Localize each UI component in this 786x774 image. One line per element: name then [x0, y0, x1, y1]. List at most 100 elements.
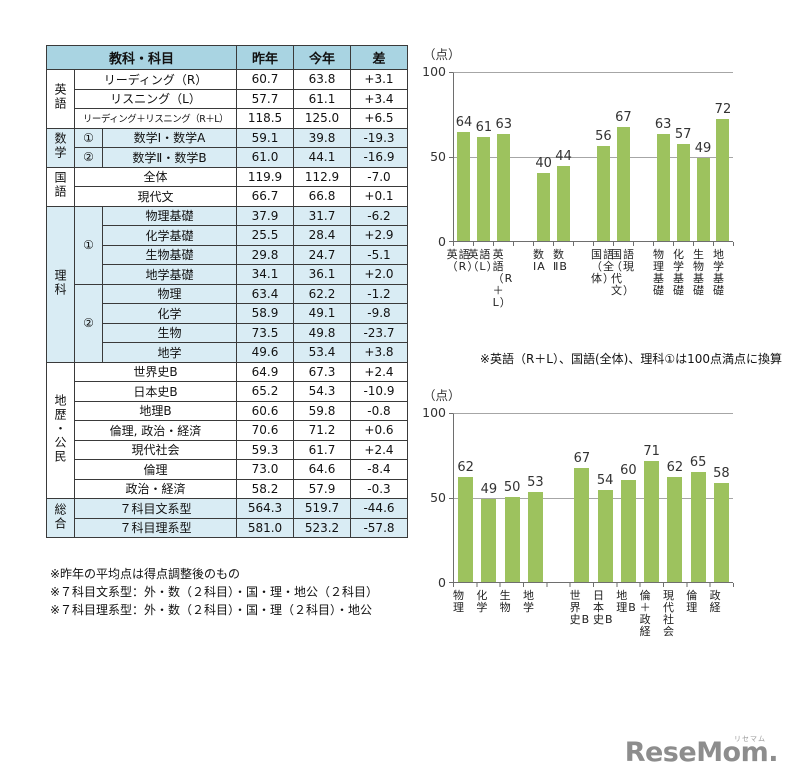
diff-cell: -10.9 — [350, 381, 408, 402]
subject-cell: リスニング（L） — [74, 88, 237, 109]
subject-cell: 倫理 — [74, 459, 237, 480]
x-axis-tick-marks — [453, 583, 734, 587]
bar — [713, 483, 729, 582]
last-year-cell: 49.6 — [236, 342, 294, 363]
subject-cell: ７科目理系型 — [74, 517, 237, 538]
bar-slot: 63 — [494, 73, 514, 241]
x-axis-label: 世界史B — [569, 589, 591, 626]
table-row: 地理B 60.6 59.8 -0.8 — [47, 400, 408, 421]
bar-value-label: 62 — [666, 459, 684, 475]
bar — [574, 468, 590, 582]
last-year-cell: 59.1 — [236, 127, 294, 148]
bar — [596, 145, 610, 241]
y-axis: 100 50 0 — [418, 406, 453, 589]
table-row: 現代社会 59.3 61.7 +2.4 — [47, 439, 408, 460]
subject-cell: 数学Ⅱ・数学B — [102, 147, 237, 168]
last-year-cell: 37.9 — [236, 205, 294, 226]
bar-slot: 63 — [653, 73, 673, 241]
last-year-cell: 60.6 — [236, 400, 294, 421]
table-footnotes: ※昨年の平均点は得点調整後のもの ※７科目文系型：外・数（２科目）・国・理・地公… — [50, 565, 378, 619]
subject-cell: 日本史B — [74, 381, 237, 402]
subject-category-cell: 数学 — [46, 127, 75, 168]
table-row: 理科 ① 物理基礎 37.9 31.7 -6.2 — [46, 205, 408, 363]
this-year-cell: 61.1 — [293, 88, 351, 109]
bar-slot: 50 — [501, 414, 524, 582]
this-year-cell: 57.9 — [293, 478, 351, 499]
bar — [644, 461, 660, 582]
bar-chart-main-subjects: （点） 100 50 0 64 61 63 40 44 56 67 63 57 49 72 英語（R… — [418, 44, 782, 367]
y-tick-label: 0 — [438, 234, 446, 249]
x-axis-label — [573, 249, 593, 341]
bar — [716, 118, 730, 241]
table-footnote-line: ※昨年の平均点は得点調整後のもの — [50, 567, 241, 581]
logo-ruby-text: リセマム — [734, 735, 766, 743]
table-row: 英語 リーディング（R） 60.7 63.8 +3.1 — [46, 69, 408, 129]
table-row: ② 数学Ⅱ・数学B 61.0 44.1 -16.9 — [47, 147, 408, 168]
bar — [497, 133, 511, 241]
bar-slot — [547, 414, 570, 582]
y-tick-label: 100 — [422, 64, 446, 79]
subject-cell: 現代社会 — [74, 439, 237, 460]
bar-slot: 53 — [524, 414, 547, 582]
bar-slot: 62 — [663, 414, 686, 582]
table-row: 生物 73.5 49.8 -23.7 — [47, 322, 408, 343]
x-axis-label: 英語（R＋L） — [492, 248, 514, 309]
bar-slot: 61 — [474, 73, 494, 241]
last-year-cell: 119.9 — [236, 166, 294, 187]
subject-cell: 世界史B — [74, 361, 237, 382]
group-number-cell: ② — [74, 147, 103, 168]
header-subject: 教科・科目 — [46, 45, 237, 70]
x-axis-label: 国語（現代文） — [611, 248, 635, 297]
bar-slot: 54 — [594, 414, 617, 582]
x-axis-tick-marks — [453, 242, 734, 246]
diff-cell: +2.9 — [350, 225, 408, 246]
bar-value-label: 60 — [620, 463, 637, 478]
table-footnote-line: ※７科目理系型：外・数（２科目）・国・理（２科目）・地公 — [50, 603, 373, 617]
x-axis-label: 生物基礎 — [693, 248, 705, 297]
x-axis-label: 数ⅠA — [533, 248, 546, 273]
bar — [597, 490, 613, 582]
subject-cell: 地学基礎 — [102, 264, 237, 285]
bar — [620, 480, 636, 582]
y-axis-unit-label: （点） — [423, 388, 461, 403]
bar — [477, 137, 491, 241]
diff-cell: -0.8 — [350, 400, 408, 421]
table-row: 地学基礎 34.1 36.1 +2.0 — [47, 264, 408, 285]
bar-value-label: 44 — [555, 149, 572, 165]
subject-category-cell: 国語 — [46, 166, 75, 207]
x-axis-label: 英語（R） — [446, 248, 480, 273]
diff-cell: -16.9 — [350, 147, 408, 168]
last-year-cell: 58.2 — [236, 478, 294, 499]
diff-cell: -23.7 — [350, 322, 408, 343]
diff-cell: -44.6 — [350, 498, 408, 519]
table-row: 日本史B 65.2 54.3 -10.9 — [47, 381, 408, 402]
bar-value-label: 49 — [480, 481, 498, 497]
y-tick-label: 50 — [430, 490, 446, 505]
bar-value-label: 40 — [535, 156, 552, 171]
this-year-cell: 54.3 — [293, 381, 351, 402]
subject-cell: ７科目文系型 — [74, 498, 237, 519]
table-row: 国語 全体 119.9 112.9 -7.0 — [46, 166, 408, 207]
table-row: ７科目理系型 581.0 523.2 -57.8 — [47, 517, 408, 538]
bar-slot: 40 — [534, 73, 554, 241]
this-year-cell: 24.7 — [293, 244, 351, 265]
subject-cell: 生物 — [102, 322, 237, 343]
bars-container: 62 49 50 53 67 54 60 71 62 65 58 — [454, 414, 733, 582]
diff-cell: +2.4 — [350, 361, 408, 382]
diff-cell: -57.8 — [350, 517, 408, 538]
this-year-cell: 519.7 — [293, 498, 351, 519]
bar — [690, 471, 706, 582]
subject-cell: 化学 — [102, 303, 237, 324]
subject-cell: リーディング（R） — [74, 69, 237, 90]
x-axis-labels: 物理 化学 生物 地学 世界史B 日本史B 地理B 倫＋政経 現代社会 倫理 政経 — [453, 587, 733, 665]
bar — [696, 157, 710, 241]
x-axis-label: 数ⅡB — [553, 248, 568, 273]
subject-cell: 政治・経済 — [74, 478, 237, 499]
x-axis-label: 倫理 — [686, 589, 699, 614]
bar-slot: 67 — [613, 73, 633, 241]
table-row: 地歴・公民 世界史B 64.9 67.3 +2.4 — [46, 361, 408, 499]
resemom-logo: リセマム ReseMom. — [625, 735, 779, 768]
bar-slot: 62 — [454, 414, 477, 582]
subject-cell: リーディング＋リスニング（R＋L） — [74, 108, 237, 129]
bar — [457, 132, 471, 241]
